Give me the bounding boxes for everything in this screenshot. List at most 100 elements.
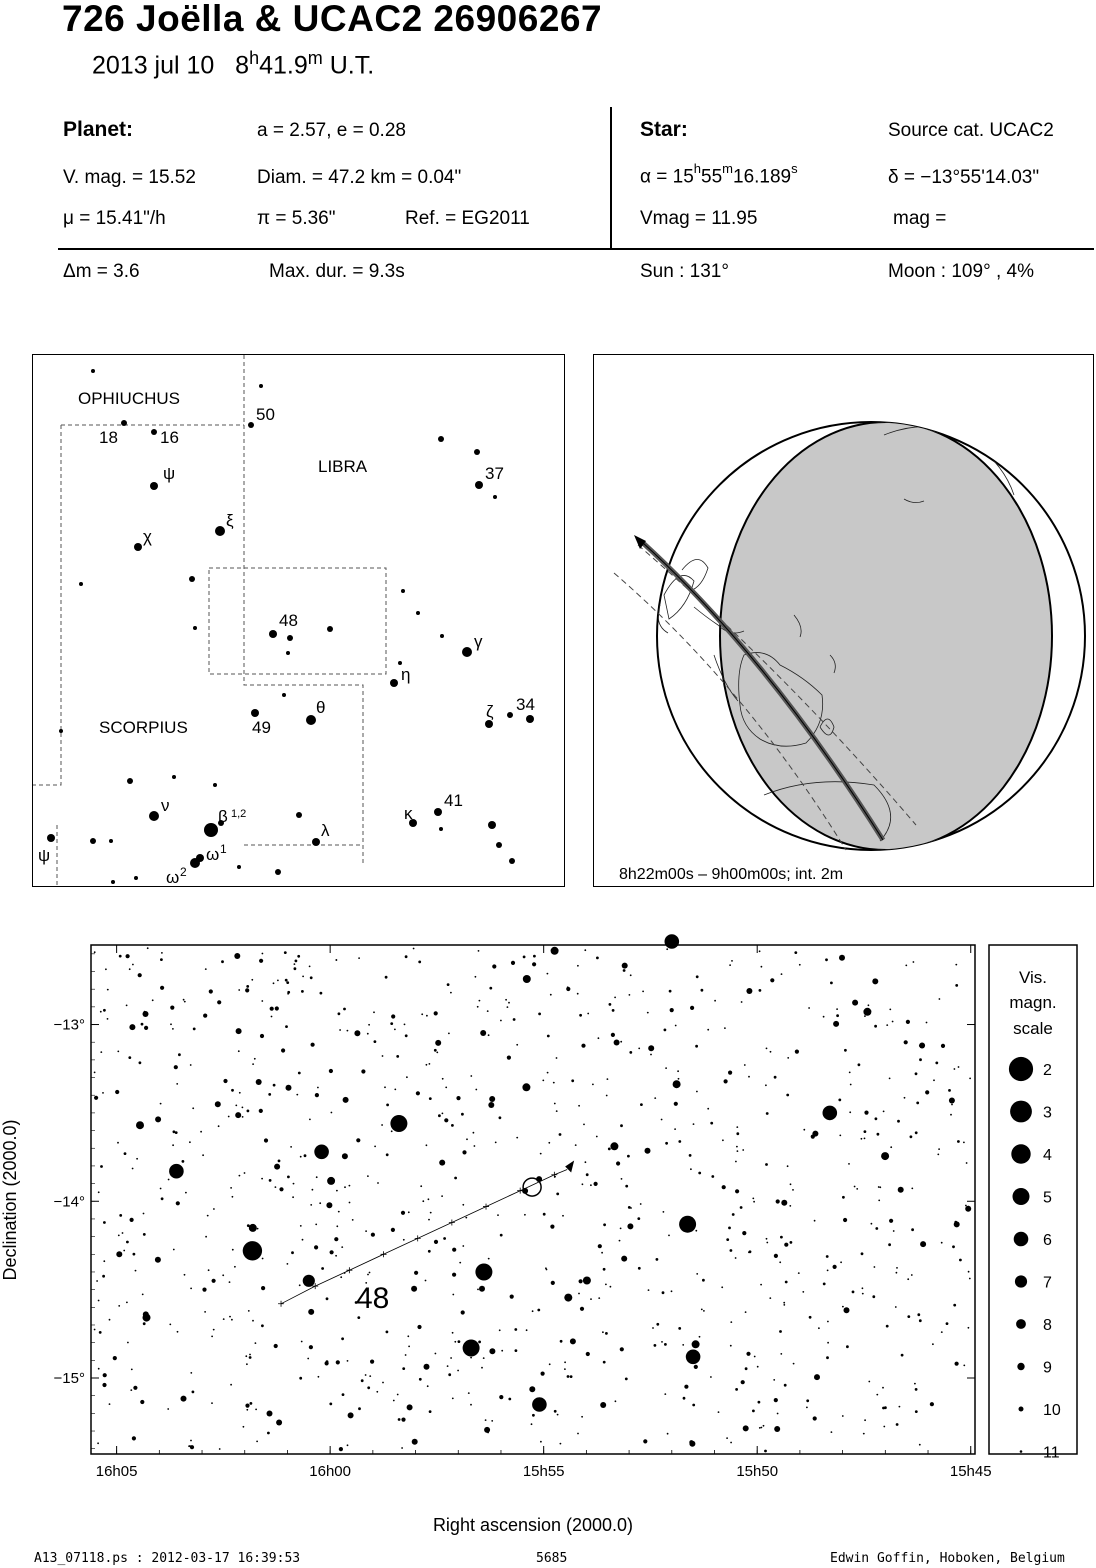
field-star: [774, 1426, 781, 1432]
field-star: [298, 1284, 301, 1287]
field-star: [959, 1258, 962, 1262]
field-star: [377, 1182, 379, 1184]
field-star: [433, 1239, 439, 1244]
field-star: [452, 1272, 457, 1277]
field-star: [605, 1094, 608, 1097]
field-star: [489, 1348, 496, 1355]
field-star: [348, 1184, 351, 1187]
field-star: [281, 1048, 286, 1053]
field-star: [330, 1111, 333, 1114]
field-star: [578, 1292, 580, 1295]
bright-star: [242, 1241, 263, 1261]
field-star: [652, 1327, 654, 1329]
field-star: [404, 1034, 408, 1038]
field-star: [917, 1313, 921, 1317]
field-star: [249, 1353, 251, 1356]
field-star: [315, 1176, 318, 1179]
footer-page-number: 5685: [536, 1551, 568, 1566]
field-star: [277, 979, 279, 982]
field-star: [336, 1189, 338, 1192]
field-star: [429, 1211, 432, 1214]
field-star: [211, 1402, 213, 1404]
field-star: [886, 1024, 889, 1026]
time-hours-unit: h: [249, 48, 260, 68]
field-star: [600, 1402, 607, 1408]
field-star: [538, 1012, 541, 1016]
field-star: [611, 1009, 615, 1012]
field-star: [259, 958, 264, 963]
field-star: [839, 954, 845, 961]
field-star: [581, 1415, 583, 1418]
field-star: [621, 1255, 628, 1262]
field-star: [919, 1042, 926, 1049]
field-star: [864, 1110, 869, 1115]
field-star: [370, 1359, 375, 1364]
field-star: [583, 1123, 585, 1126]
field-star: [433, 1011, 438, 1016]
field-star: [256, 1440, 258, 1443]
legend-dot: [1017, 1362, 1025, 1371]
field-star: [654, 1097, 657, 1099]
field-star: [248, 1223, 257, 1232]
field-star: [368, 1271, 371, 1274]
field-star: [524, 1213, 526, 1216]
field-star: [299, 1225, 302, 1227]
x-tick-label: 16h05: [96, 1463, 138, 1480]
field-star: [637, 1217, 641, 1220]
constellation-star: [275, 869, 281, 875]
field-star: [665, 1067, 667, 1069]
constellation-star: [134, 876, 138, 880]
field-star: [863, 1130, 867, 1133]
field-star: [839, 1134, 842, 1137]
field-star-label-48: 48: [356, 1282, 389, 1315]
field-star: [746, 1351, 751, 1356]
field-star: [965, 1204, 967, 1207]
field-star: [161, 952, 163, 954]
star-label-psi-scorpius: ψ: [38, 846, 50, 865]
field-star: [729, 964, 731, 966]
field-star: [301, 990, 304, 993]
bright-star: [390, 1115, 408, 1132]
field-star: [889, 1218, 894, 1223]
field-star: [361, 1069, 366, 1074]
field-star: [452, 1247, 457, 1252]
globe-svg: 8h22m00s – 9h00m00s; int. 2m: [613, 421, 1086, 883]
field-star: [365, 1230, 367, 1232]
field-star: [597, 1037, 600, 1040]
field-star: [542, 1079, 545, 1082]
field-star: [919, 1058, 922, 1062]
field-star: [358, 1407, 361, 1411]
field-star: [953, 1068, 956, 1070]
field-star: [757, 1400, 761, 1404]
field-star: [662, 1211, 665, 1213]
planet-orbit: a = 2.57, e = 0.28: [257, 120, 406, 141]
field-star: [357, 1316, 361, 1319]
field-star: [762, 1424, 765, 1427]
field-star: [542, 1212, 546, 1216]
field-star: [730, 1321, 733, 1323]
field-star: [938, 1148, 940, 1150]
bright-star: [822, 1105, 838, 1121]
field-star: [792, 1362, 795, 1365]
field-star: [336, 1225, 339, 1228]
field-star: [118, 954, 122, 958]
field-star: [287, 1175, 290, 1179]
field-star: [314, 1093, 319, 1098]
field-star: [404, 955, 408, 959]
field-star: [401, 1417, 406, 1422]
constellation-star: [196, 854, 204, 862]
field-star: [497, 1214, 499, 1216]
field-star: [682, 1396, 686, 1400]
field-star: [427, 1249, 431, 1253]
field-star: [329, 1402, 333, 1406]
field-star: [103, 1260, 106, 1263]
field-star: [758, 1427, 761, 1429]
field-star: [424, 1279, 427, 1282]
field-star: [864, 1015, 866, 1017]
field-star: [853, 1185, 856, 1188]
field-star: [765, 1084, 767, 1087]
field-star: [576, 992, 579, 995]
legend-title-line1: Vis.: [1019, 968, 1047, 987]
field-star: [957, 1140, 960, 1143]
field-star: [510, 960, 516, 965]
